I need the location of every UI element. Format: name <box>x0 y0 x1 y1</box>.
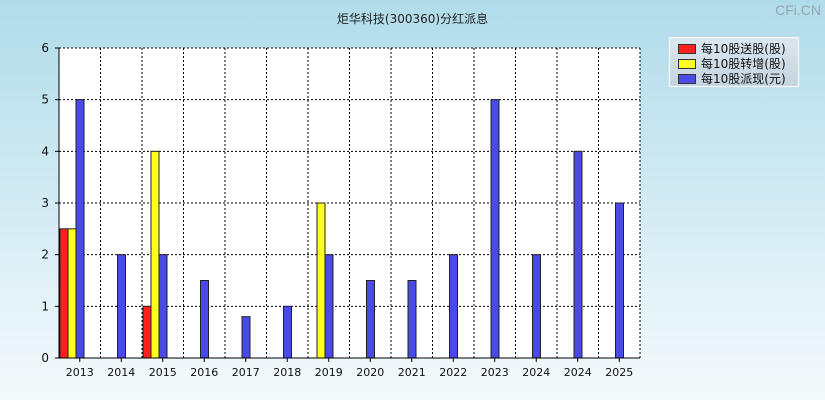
bar <box>573 150 583 359</box>
y-tick-label: 1 <box>41 299 49 313</box>
bar <box>75 99 85 359</box>
bar <box>142 305 152 359</box>
legend-label-song: 每10股送股(股) <box>701 42 786 56</box>
y-tick-label: 0 <box>41 351 49 365</box>
bar <box>316 202 326 359</box>
bar <box>490 99 500 359</box>
y-tick-label: 5 <box>41 93 49 107</box>
bar <box>241 316 251 359</box>
legend-swatch-pai <box>678 73 696 84</box>
bar <box>150 150 160 359</box>
x-tick-label: 2024 <box>522 366 550 379</box>
bar <box>283 305 292 359</box>
legend-swatch-zhuan <box>678 58 696 69</box>
x-tick-label: 2018 <box>273 366 301 379</box>
x-tick-label: 2024 <box>564 366 592 379</box>
chart-title: 炬华科技(300360)分红派息 <box>336 12 489 26</box>
x-tick-label: 2023 <box>481 366 509 379</box>
y-tick-label: 2 <box>41 248 49 262</box>
legend-item-pai: 每10股派现(元) <box>678 71 798 86</box>
bar <box>59 228 69 359</box>
y-tick-label: 6 <box>41 41 49 55</box>
x-tick-label: 2014 <box>107 366 135 379</box>
bar <box>200 280 209 359</box>
x-tick-label: 2015 <box>149 366 177 379</box>
bar <box>615 202 624 359</box>
legend-item-song: 每10股送股(股) <box>678 41 798 56</box>
bar <box>407 280 417 359</box>
x-tick-label: 2025 <box>605 366 633 379</box>
x-tick-label: 2022 <box>439 366 467 379</box>
x-tick-label: 2016 <box>190 366 218 379</box>
legend-label-zhuan: 每10股转增(股) <box>701 57 786 71</box>
bar <box>532 254 541 359</box>
x-tick-label: 2017 <box>232 366 260 379</box>
y-tick-label: 4 <box>41 144 49 158</box>
x-tick-label: 2019 <box>315 366 343 379</box>
bar <box>324 254 334 359</box>
legend-label-pai: 每10股派现(元) <box>701 72 786 86</box>
legend: 每10股送股(股) 每10股转增(股) 每10股派现(元) <box>669 37 799 87</box>
bar <box>158 254 168 359</box>
bar <box>366 280 375 359</box>
legend-item-zhuan: 每10股转增(股) <box>678 56 798 71</box>
bar <box>449 254 458 359</box>
bar <box>67 228 77 359</box>
x-tick-label: 2020 <box>356 366 384 379</box>
legend-swatch-song <box>678 43 696 54</box>
watermark: CFi.CN <box>775 2 821 18</box>
x-tick-label: 2013 <box>66 366 94 379</box>
y-tick-label: 3 <box>41 196 49 210</box>
x-tick-label: 2021 <box>398 366 426 379</box>
bar <box>117 254 126 359</box>
